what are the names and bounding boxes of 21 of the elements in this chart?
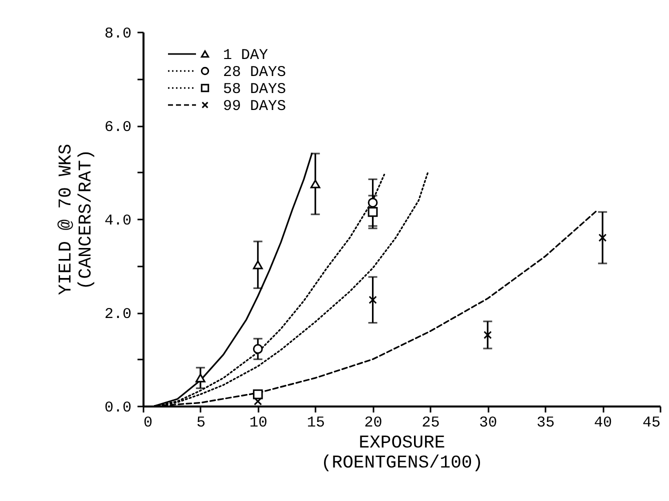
y-tick-label: 2.0 [104,306,132,323]
y-tick-label: 0.0 [104,400,132,416]
x-tick-label: 10 [249,414,268,432]
x-tick-label: 45 [642,414,660,432]
x-tick-label: 30 [479,414,498,432]
legend-label: 28 DAYS [223,64,286,81]
y-tick-label: 8.0 [104,26,132,42]
y-tick-label: 4.0 [104,212,132,230]
legend-label: 58 DAYS [223,81,286,98]
legend-label: 99 DAYS [223,98,286,115]
x-tick-label: 40 [594,414,612,432]
x-tick-label: 35 [536,414,555,432]
x-tick-label: 20 [364,414,382,432]
y-axis-title: YIELD @ 70 WKS (CANCERS/RAT) [56,144,96,296]
x-tick-label: 0 [144,414,153,432]
x-tick-label: 25 [422,414,440,432]
legend-label: 1 DAY [223,47,268,64]
x-tick-label: 15 [306,414,325,432]
x-tick-label: 5 [196,414,206,432]
x-axis-title: EXPOSURE (ROENTGENS/100) [320,434,484,474]
y-tick-label: 6.0 [104,119,132,136]
